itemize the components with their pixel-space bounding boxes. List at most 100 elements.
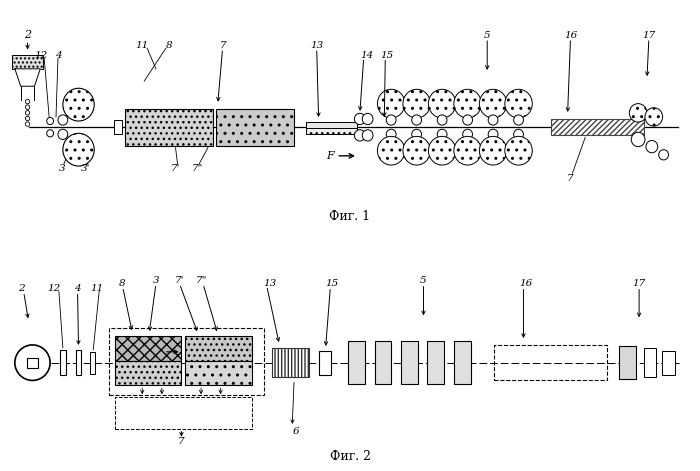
Circle shape	[25, 122, 29, 126]
Circle shape	[354, 130, 365, 141]
Text: 2: 2	[18, 284, 25, 293]
Text: 15: 15	[326, 279, 339, 288]
Text: Фиг. 1: Фиг. 1	[330, 210, 370, 223]
Text: 3: 3	[59, 163, 65, 173]
Circle shape	[377, 137, 405, 165]
Circle shape	[631, 132, 645, 146]
Text: 16: 16	[564, 31, 577, 40]
Bar	[272, 348, 309, 377]
Circle shape	[386, 129, 396, 139]
Polygon shape	[15, 69, 41, 86]
Circle shape	[386, 115, 396, 125]
Circle shape	[403, 89, 430, 118]
Text: 11: 11	[90, 284, 104, 293]
Bar	[186, 336, 252, 361]
Text: 14: 14	[360, 51, 373, 60]
Bar	[306, 122, 357, 128]
Bar	[318, 351, 331, 374]
Bar	[401, 341, 418, 384]
Bar	[125, 109, 213, 146]
Bar	[306, 124, 357, 134]
Text: 8: 8	[119, 279, 126, 288]
Text: 7: 7	[178, 437, 185, 446]
Circle shape	[354, 114, 365, 125]
Text: 11: 11	[136, 41, 149, 50]
Circle shape	[25, 111, 29, 115]
Bar	[186, 361, 252, 385]
Bar	[374, 341, 391, 384]
Bar	[109, 328, 264, 395]
Circle shape	[438, 115, 447, 125]
Bar	[619, 346, 636, 380]
Circle shape	[645, 108, 663, 126]
Circle shape	[412, 115, 421, 125]
Text: 6: 6	[293, 427, 300, 436]
Text: 4: 4	[55, 51, 62, 60]
Text: 13: 13	[263, 279, 276, 288]
Bar	[644, 348, 656, 377]
Circle shape	[463, 129, 473, 139]
Bar	[115, 361, 181, 385]
Circle shape	[428, 89, 456, 118]
Text: 7": 7"	[195, 276, 206, 285]
Circle shape	[659, 150, 668, 160]
Text: 17: 17	[643, 31, 655, 40]
Circle shape	[47, 117, 53, 125]
Text: 7: 7	[567, 174, 574, 183]
Circle shape	[514, 115, 524, 125]
Circle shape	[412, 129, 421, 139]
Circle shape	[363, 114, 373, 125]
Bar	[216, 109, 294, 146]
Text: 12: 12	[48, 284, 61, 293]
Text: 7': 7'	[171, 163, 181, 173]
Text: 13: 13	[310, 41, 323, 50]
Circle shape	[63, 133, 94, 166]
Bar	[76, 350, 81, 375]
Text: 2: 2	[24, 30, 31, 40]
Circle shape	[15, 345, 50, 381]
Text: F: F	[326, 151, 335, 161]
Bar	[662, 351, 676, 374]
Circle shape	[454, 137, 482, 165]
Circle shape	[58, 129, 68, 139]
Circle shape	[454, 89, 482, 118]
Circle shape	[463, 115, 473, 125]
Text: 7": 7"	[191, 163, 203, 173]
Text: 17: 17	[633, 279, 645, 288]
Bar	[115, 397, 252, 429]
Circle shape	[629, 104, 647, 122]
Circle shape	[428, 137, 456, 165]
Bar	[428, 341, 444, 384]
Circle shape	[403, 137, 430, 165]
Circle shape	[25, 105, 29, 109]
Bar	[90, 352, 95, 374]
Text: 3: 3	[153, 276, 160, 285]
Text: 12: 12	[35, 51, 48, 60]
Text: 5: 5	[420, 276, 427, 285]
Bar	[60, 350, 66, 375]
Text: 4: 4	[74, 284, 81, 293]
Circle shape	[363, 130, 373, 141]
Bar	[551, 119, 644, 135]
Circle shape	[377, 89, 405, 118]
Bar	[494, 345, 607, 381]
Text: 7: 7	[219, 41, 226, 50]
Bar	[348, 341, 365, 384]
Text: 3': 3'	[80, 163, 90, 173]
Text: Фиг. 2: Фиг. 2	[330, 450, 370, 463]
Circle shape	[488, 115, 498, 125]
Bar	[27, 358, 38, 367]
Circle shape	[25, 99, 29, 104]
Circle shape	[514, 129, 524, 139]
Text: 7': 7'	[175, 276, 184, 285]
Circle shape	[488, 129, 498, 139]
Circle shape	[438, 129, 447, 139]
Circle shape	[58, 115, 68, 125]
Bar	[115, 336, 181, 361]
Bar	[114, 120, 122, 134]
Text: 16: 16	[520, 279, 533, 288]
Circle shape	[480, 137, 507, 165]
Circle shape	[47, 130, 53, 137]
Circle shape	[480, 89, 507, 118]
Text: 15: 15	[381, 51, 394, 60]
